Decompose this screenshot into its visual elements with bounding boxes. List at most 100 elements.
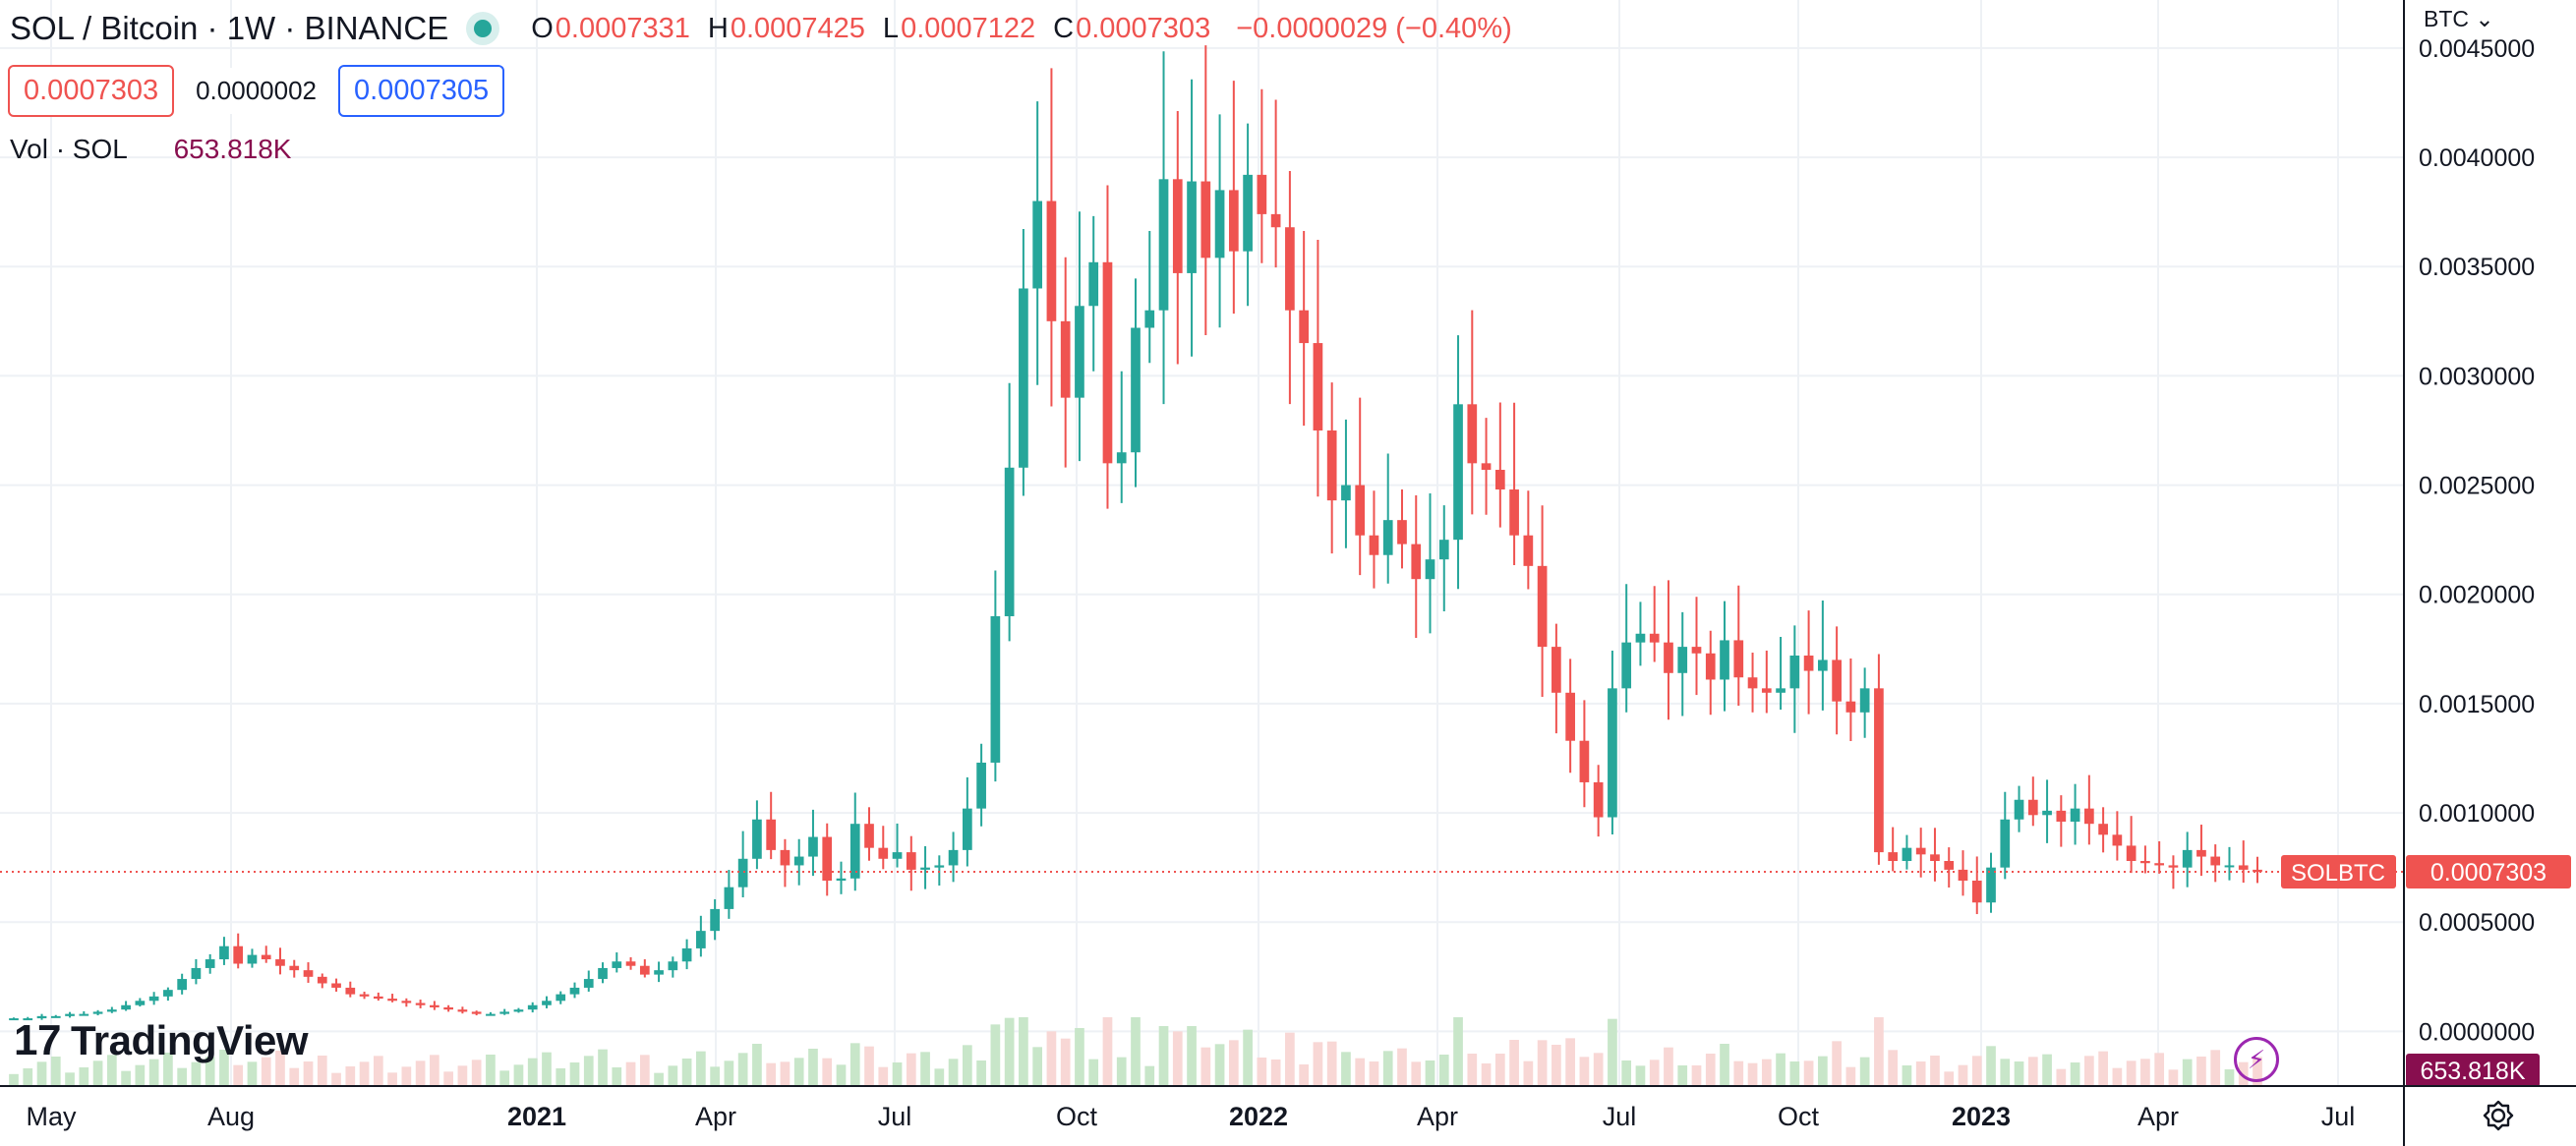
candle bbox=[920, 845, 930, 889]
candle bbox=[1004, 382, 1015, 642]
buy-price-button[interactable]: 0.0007305 bbox=[338, 65, 505, 117]
x-tick-label: Apr bbox=[1417, 1102, 1458, 1131]
candle-body bbox=[849, 824, 860, 879]
volume-axis-label: 653.818K bbox=[2420, 1058, 2525, 1085]
candle bbox=[163, 987, 173, 1002]
currency-menu[interactable]: BTC ⌄ bbox=[2424, 6, 2494, 32]
candle-body bbox=[1747, 677, 1758, 689]
candle bbox=[1915, 828, 1926, 878]
candle bbox=[289, 959, 300, 978]
candle bbox=[1257, 88, 1267, 263]
candle bbox=[50, 1014, 61, 1018]
candle-body bbox=[1579, 740, 1590, 782]
candle-body bbox=[1270, 213, 1281, 228]
high-label: H bbox=[707, 12, 729, 44]
candle-body bbox=[1944, 860, 1955, 870]
volume-bar bbox=[1341, 1052, 1351, 1086]
candle-body bbox=[289, 965, 300, 971]
candle bbox=[752, 800, 762, 870]
candle bbox=[9, 1017, 19, 1021]
candle bbox=[1579, 700, 1590, 808]
volume-bar bbox=[50, 1057, 61, 1086]
volume-bar bbox=[976, 1060, 986, 1086]
candle-body bbox=[499, 1011, 510, 1014]
settings-gear-icon[interactable] bbox=[2482, 1099, 2515, 1132]
candle-body bbox=[1144, 310, 1155, 328]
candle bbox=[737, 831, 748, 897]
volume-bar bbox=[275, 1051, 285, 1086]
open-value: 0.0007331 bbox=[555, 12, 690, 44]
volume-bar bbox=[2112, 1067, 2123, 1086]
candle-body bbox=[1299, 310, 1309, 344]
volume-bar bbox=[79, 1067, 89, 1086]
candle-body bbox=[1032, 201, 1043, 289]
candle bbox=[1411, 495, 1422, 639]
x-tick-label: Oct bbox=[1056, 1102, 1098, 1131]
volume-bar bbox=[471, 1060, 482, 1086]
symbol-legend[interactable]: SOL / Bitcoin · 1W · BINANCE O0.0007331 … bbox=[10, 10, 1512, 47]
candle-body bbox=[2112, 834, 2123, 846]
candle-body bbox=[598, 967, 608, 980]
volume-bar bbox=[1747, 1062, 1758, 1086]
candle bbox=[1733, 585, 1744, 707]
volume-bar bbox=[1131, 1017, 1141, 1086]
volume-bar bbox=[2070, 1062, 2080, 1086]
volume-bar bbox=[1608, 1018, 1617, 1086]
volume-bar bbox=[1944, 1071, 1955, 1086]
candle bbox=[1761, 650, 1772, 714]
candle bbox=[135, 998, 146, 1007]
volume-bar bbox=[1621, 1060, 1632, 1086]
x-tick-label: Apr bbox=[695, 1102, 736, 1131]
candle-body bbox=[2027, 799, 2038, 816]
candle bbox=[2000, 791, 2011, 880]
volume-bar bbox=[1187, 1026, 1197, 1086]
candle bbox=[430, 1001, 439, 1010]
candle bbox=[892, 823, 903, 868]
volume-legend[interactable]: Vol · SOL 653.818K bbox=[10, 134, 291, 165]
tradingview-logo-text: TradingView bbox=[70, 1017, 309, 1063]
candle-body bbox=[737, 858, 748, 888]
candle-body bbox=[191, 967, 202, 980]
candle bbox=[2126, 816, 2137, 874]
candle bbox=[1200, 45, 1211, 336]
volume-bar bbox=[219, 1050, 229, 1086]
candle bbox=[401, 998, 412, 1007]
volume-bar bbox=[1649, 1060, 1660, 1086]
candle bbox=[1551, 623, 1561, 734]
candle bbox=[1172, 110, 1183, 365]
volume-bar bbox=[780, 1061, 790, 1086]
candle-body bbox=[906, 852, 916, 870]
candle bbox=[121, 1001, 131, 1011]
x-tick-label: Jul bbox=[1603, 1102, 1637, 1131]
candle-body bbox=[331, 983, 341, 988]
volume-bar bbox=[1986, 1046, 1996, 1086]
lightning-icon[interactable]: ⚡︎ bbox=[2234, 1037, 2279, 1082]
candle bbox=[1621, 584, 1632, 713]
volume-bar bbox=[65, 1072, 75, 1086]
tradingview-logo[interactable]: 17 TradingView bbox=[14, 1016, 309, 1065]
candle-body bbox=[1116, 452, 1127, 464]
sell-price-button[interactable]: 0.0007303 bbox=[8, 65, 175, 117]
volume-bar bbox=[2154, 1053, 2165, 1086]
symbol-title[interactable]: SOL / Bitcoin · 1W · BINANCE bbox=[10, 10, 449, 46]
volume-bar bbox=[2224, 1069, 2235, 1086]
candle bbox=[1971, 856, 1982, 915]
candle-body bbox=[1228, 190, 1239, 252]
candlestick-series bbox=[9, 45, 2262, 1021]
candle bbox=[1691, 597, 1702, 696]
volume-bar bbox=[1832, 1041, 1842, 1086]
volume-bar bbox=[1537, 1040, 1548, 1086]
volume-bar bbox=[836, 1064, 847, 1086]
candle-body bbox=[1326, 430, 1337, 501]
market-status-icon[interactable] bbox=[474, 20, 493, 37]
volume-bar bbox=[1355, 1058, 1366, 1086]
candle bbox=[1874, 654, 1884, 865]
candle-body bbox=[23, 1018, 33, 1021]
candle-body bbox=[219, 945, 229, 960]
candle bbox=[625, 957, 636, 970]
candle-body bbox=[542, 1001, 552, 1005]
volume-bar bbox=[1705, 1054, 1716, 1086]
y-tick-label: 0.0025000 bbox=[2419, 473, 2535, 500]
